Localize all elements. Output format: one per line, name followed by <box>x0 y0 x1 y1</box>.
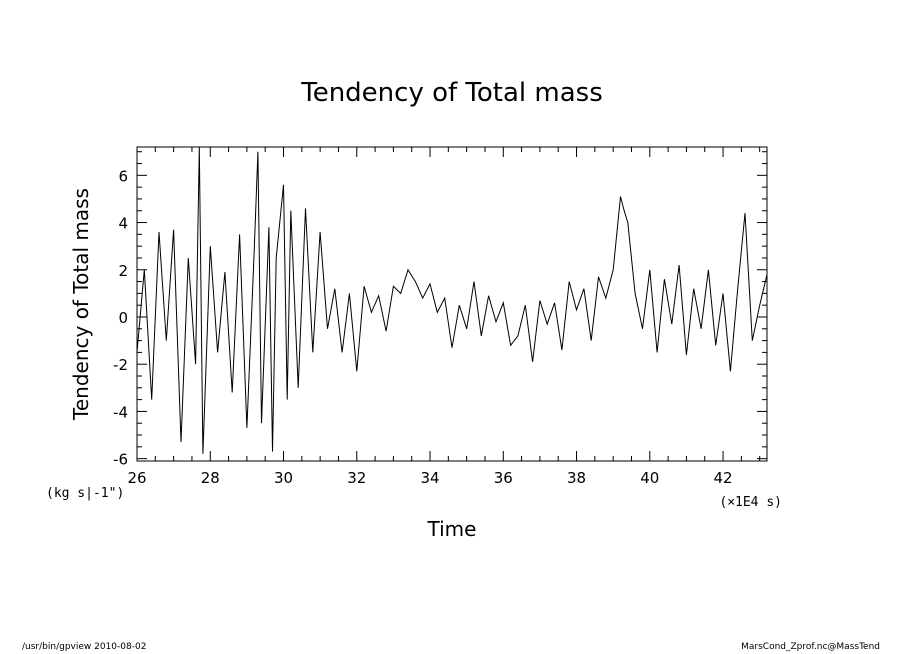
x-tick-label: 38 <box>567 469 586 487</box>
chart-title: Tendency of Total mass <box>300 78 603 108</box>
footer-variable: MarsCond_Zprof.nc@MassTend <box>741 642 880 652</box>
y-tick-label: -6 <box>113 451 128 469</box>
ticks <box>136 147 767 461</box>
y-tick-labels: -6 -4 -2 0 2 4 6 <box>113 167 128 468</box>
x-tick-label: 30 <box>274 469 293 487</box>
footer-source: /usr/bin/gpview 2010-08-02 <box>22 642 147 652</box>
series-line <box>136 146 768 454</box>
y-unit-label: (kg s|-1") <box>46 486 124 501</box>
x-tick-label: 36 <box>494 469 513 487</box>
plot-frame <box>136 146 768 462</box>
x-tick-label: 40 <box>640 469 659 487</box>
x-tick-label: 32 <box>347 469 366 487</box>
x-tick-label: 26 <box>127 469 146 487</box>
y-tick-label: -4 <box>113 403 128 421</box>
y-axis-label: Tendency of Total mass <box>69 188 93 421</box>
x-axis-label: Time <box>427 517 477 541</box>
x-tick-label: 42 <box>713 469 732 487</box>
y-tick-label: 4 <box>118 215 128 233</box>
y-tick-label: 0 <box>118 309 128 327</box>
y-tick-label: 2 <box>118 262 128 280</box>
x-tick-label: 34 <box>420 469 439 487</box>
x-tick-label: 28 <box>201 469 220 487</box>
x-tick-labels: 26 28 30 32 34 36 38 40 42 <box>127 469 732 487</box>
x-unit-label: (×1E4 s) <box>719 495 782 510</box>
y-tick-label: -2 <box>113 356 128 374</box>
y-tick-label: 6 <box>118 167 128 185</box>
